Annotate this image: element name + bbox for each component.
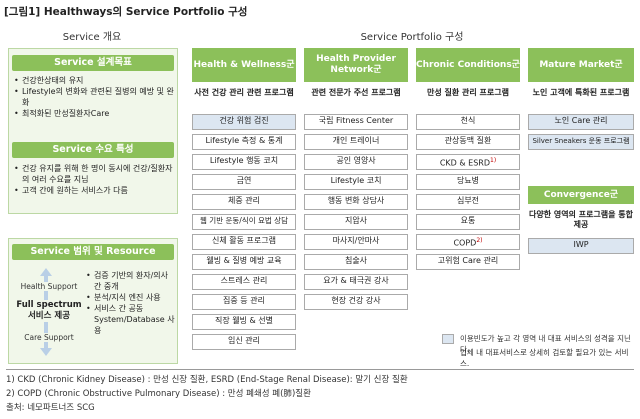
goal-item: Lifestyle의 변화와 관련된 질병의 예방 및 완화 [14, 86, 174, 108]
program-box: 금연 [192, 174, 296, 190]
program-box: 당뇨병 [416, 174, 520, 190]
program-box: 웰빙 & 질병 예방 교육 [192, 254, 296, 270]
program-box: 웹 기반 운동/식이 요법 상담 [192, 214, 296, 230]
column-items: 건강 위험 검진 Lifestyle 측정 & 통계 Lifestyle 행동 … [192, 114, 296, 350]
health-support-label: Health Support [14, 282, 84, 291]
program-box: 요가 & 태극권 강사 [304, 274, 408, 290]
program-box: 건강 위험 검진 [192, 114, 296, 130]
column-head: Health & Wellness군 [192, 48, 296, 82]
footnote-ref: 2) [476, 237, 483, 244]
program-box: Silver Sneakers 운동 프로그램 [528, 134, 634, 150]
goal-item: 최적화된 만성질환자Care [14, 108, 174, 119]
care-support-label: Care Support [14, 333, 84, 342]
program-box-ckd: CKD & ESRD1) [416, 154, 520, 170]
program-box: Lifestyle 코치 [304, 174, 408, 190]
program-box: 집중 등 관리 [192, 294, 296, 310]
program-box: 천식 [416, 114, 520, 130]
scope-item: 검증 기반의 환자/의사 간 중개 [86, 270, 176, 292]
program-label: COPD [453, 238, 477, 248]
footnote-1: 1) CKD (Chronic Kidney Disease) : 만성 신장 … [6, 375, 408, 385]
source-note: 출처: 네모파트너즈 SCG [6, 403, 95, 413]
program-box: 임신 관리 [192, 334, 296, 350]
program-box: IWP [528, 238, 634, 254]
program-box: 스트레스 관리 [192, 274, 296, 290]
program-box: 직장 웰빙 & 선별 [192, 314, 296, 330]
column-head: Chronic Conditions군 [416, 48, 520, 82]
program-box: 노인 Care 관리 [528, 114, 634, 130]
program-box: 심부전 [416, 194, 520, 210]
program-box: 현장 건강 강사 [304, 294, 408, 310]
program-box: 체중 관리 [192, 194, 296, 210]
column-head: Convergence군 [528, 186, 634, 204]
column-sub: 다양한 영역의 프로그램을 통합 제공 [528, 210, 634, 229]
program-box: 지압사 [304, 214, 408, 230]
program-box: 요통 [416, 214, 520, 230]
program-box: Lifestyle 행동 코치 [192, 154, 296, 170]
program-box: 행동 변화 상담사 [304, 194, 408, 210]
demand-list: 건강 유지를 위해 한 명이 동시에 건강/질환자의 여러 수요를 지님 고객 … [14, 163, 174, 196]
demand-title: Service 수요 특성 [12, 142, 174, 158]
column-items: 국립 Fitness Center 개인 트레이너 공인 영양사 Lifesty… [304, 114, 408, 310]
left-section-header: Service 개요 [62, 32, 122, 43]
program-label: CKD & ESRD [439, 158, 490, 168]
program-box: Lifestyle 측정 & 통계 [192, 134, 296, 150]
legend-swatch [442, 334, 454, 344]
footnote-ref: 1) [490, 157, 497, 164]
footnote-2: 2) COPD (Chronic Obstructive Pulmonary D… [6, 389, 311, 399]
column-mature-market: Mature Market군 노인 고객에 특화된 프로그램 노인 Care 관… [528, 48, 634, 154]
program-box: 신체 활동 프로그램 [192, 234, 296, 250]
column-sub: 노인 고객에 특화된 프로그램 [532, 88, 630, 97]
column-items: IWP [528, 238, 634, 254]
program-box: 고위험 Care 관리 [416, 254, 520, 270]
program-box: 관상동맥 질환 [416, 134, 520, 150]
program-box: 마사지/안마사 [304, 234, 408, 250]
program-box: 국립 Fitness Center [304, 114, 408, 130]
footer-divider [6, 369, 634, 370]
column-sub: 사전 건강 관리 관련 프로그램 [194, 88, 294, 97]
scope-item: 분석/지식 엔진 사용 [86, 292, 176, 303]
column-health-wellness: Health & Wellness군 사전 건강 관리 관련 프로그램 건강 위… [192, 48, 296, 354]
column-head: Health Provider Network군 [304, 48, 408, 82]
program-box-copd: COPD2) [416, 234, 520, 250]
column-sub: 만성 질환 관리 프로그램 [427, 88, 509, 97]
column-head: Mature Market군 [528, 48, 634, 82]
column-items: 노인 Care 관리 Silver Sneakers 운동 프로그램 [528, 114, 634, 150]
column-convergence: Convergence군 다양한 영역의 프로그램을 통합 제공 IWP [528, 186, 634, 254]
demand-item: 건강 유지를 위해 한 명이 동시에 건강/질환자의 여러 수요를 지님 [14, 163, 174, 185]
full-spectrum-label: Full spectrum 서비스 제공 [14, 300, 84, 322]
legend-line-1: 이용빈도가 높고 각 영역 내 대표 서비스의 성격을 지닌다. [460, 334, 631, 354]
column-provider-network: Health Provider Network군 관련 전문가 주선 프로그램 … [304, 48, 408, 314]
column-sub: 관련 전문가 주선 프로그램 [311, 88, 401, 97]
program-box: 개인 트레이너 [304, 134, 408, 150]
scope-title: Service 범위 및 Resource [12, 244, 174, 260]
goal-title: Service 설계목표 [12, 55, 174, 71]
figure-title: [그림1] Healthways의 Service Portfolio 구성 [4, 6, 248, 18]
demand-item: 고객 간에 원하는 서비스가 다름 [14, 185, 174, 196]
program-box: 침술사 [304, 254, 408, 270]
program-box: 공인 영양사 [304, 154, 408, 170]
column-chronic-conditions: Chronic Conditions군 만성 질환 관리 프로그램 천식 관상동… [416, 48, 520, 274]
right-section-header: Service Portfolio 구성 [360, 32, 464, 43]
scope-list: 검증 기반의 환자/의사 간 중개 분석/지식 엔진 사용 서비스 간 공동 S… [86, 270, 176, 336]
legend-line-2: 업체 내 대표서비스로 상세히 검토할 필요가 있는 서비스. [460, 348, 629, 368]
goal-item: 건강한상태의 유지 [14, 75, 174, 86]
scope-item: 서비스 간 공동 System/Database 사용 [86, 303, 176, 336]
goal-list: 건강한상태의 유지 Lifestyle의 변화와 관련된 질병의 예방 및 완화… [14, 75, 174, 119]
column-items: 천식 관상동맥 질환 CKD & ESRD1) 당뇨병 심부전 요통 COPD2… [416, 114, 520, 270]
